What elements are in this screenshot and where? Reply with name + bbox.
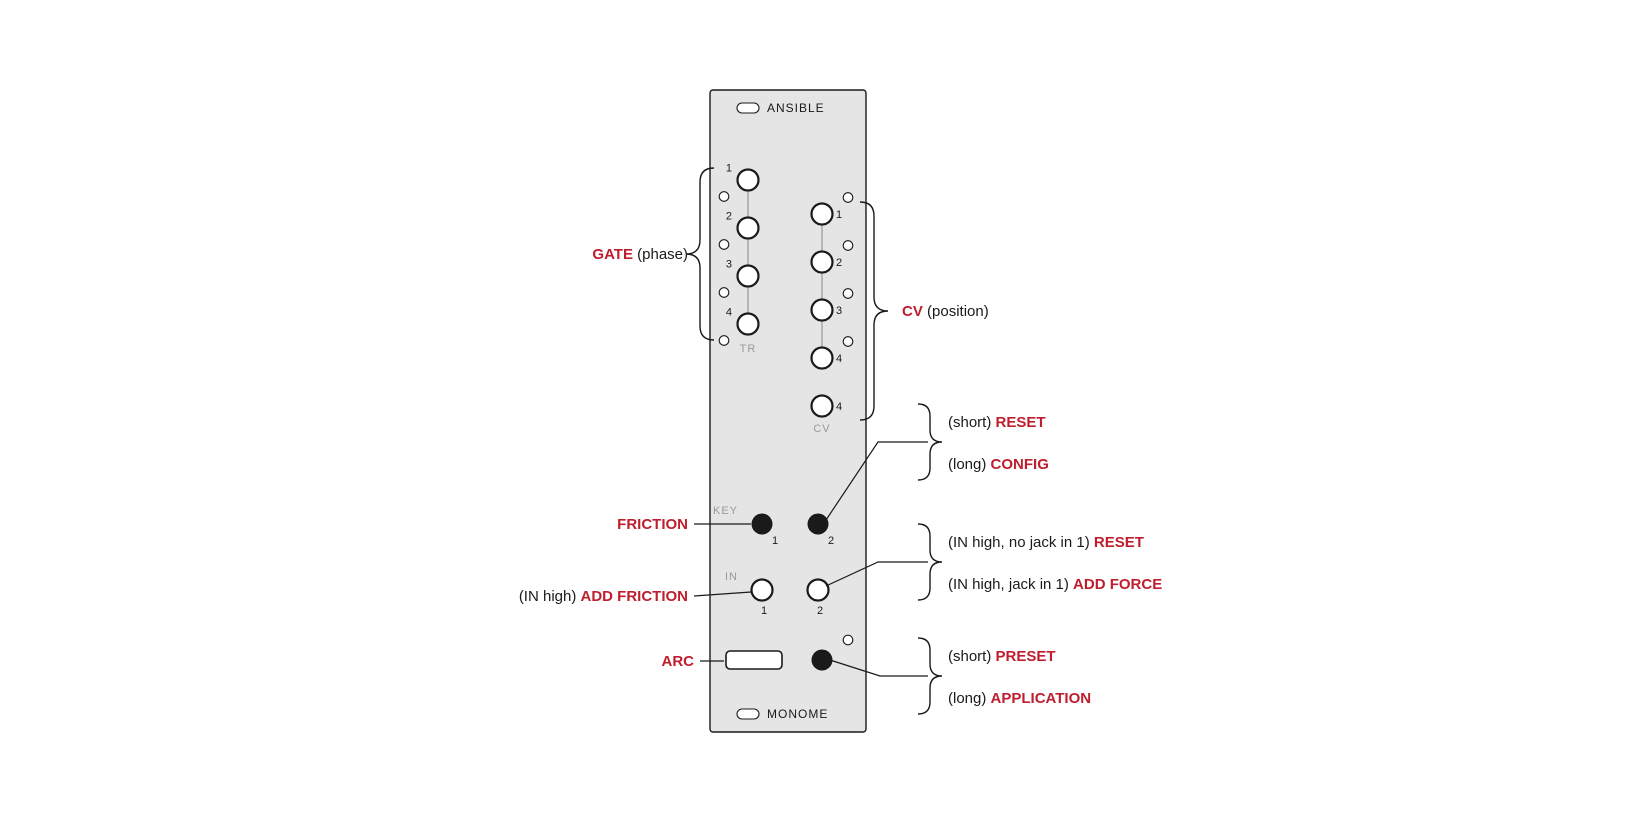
cv-jack-extra[interactable] xyxy=(812,396,833,417)
panel-title-bottom: MONOME xyxy=(767,707,828,721)
key-button-1[interactable] xyxy=(752,514,773,535)
cv-num-extra: 4 xyxy=(836,401,842,413)
tr-jack-3[interactable] xyxy=(738,266,759,287)
annotation-in2_a: (IN high, no jack in 1) RESET xyxy=(948,534,1144,551)
tr-num-4: 4 xyxy=(726,307,732,319)
annotation-in2_b: (IN high, jack in 1) ADD FORCE xyxy=(948,576,1162,593)
annotation-arc: ARC xyxy=(662,653,695,670)
tr-led-2 xyxy=(719,240,729,250)
tr-led-4 xyxy=(719,336,729,346)
cv-led-2 xyxy=(843,241,853,251)
cv-section-label: CV xyxy=(813,423,830,435)
cv-num-2: 2 xyxy=(836,257,842,269)
in-num-1: 1 xyxy=(761,605,767,617)
module-panel xyxy=(710,90,866,732)
screw-bottom-icon xyxy=(737,709,759,719)
key-button-2[interactable] xyxy=(808,514,829,535)
tr-section-label: TR xyxy=(740,343,757,355)
cv-jack-3[interactable] xyxy=(812,300,833,321)
annotation-key2_short: (short) RESET xyxy=(948,414,1046,431)
in-jack-2[interactable] xyxy=(808,580,829,601)
cv-led-3 xyxy=(843,289,853,299)
cv-num-1: 1 xyxy=(836,209,842,221)
in-section-label: IN xyxy=(725,571,738,583)
tr-jack-4[interactable] xyxy=(738,314,759,335)
in-num-2: 2 xyxy=(817,605,823,617)
cv-jack-4[interactable] xyxy=(812,348,833,369)
cv-num-4: 4 xyxy=(836,353,842,365)
annotation-mode_long: (long) APPLICATION xyxy=(948,690,1091,707)
cv-num-3: 3 xyxy=(836,305,842,317)
panel-title-top: ANSIBLE xyxy=(767,101,825,115)
tr-led-1 xyxy=(719,192,729,202)
key-num-1: 1 xyxy=(772,535,778,547)
screw-top-icon xyxy=(737,103,759,113)
usb-port[interactable] xyxy=(726,651,782,669)
tr-led-3 xyxy=(719,288,729,298)
cv-jack-1[interactable] xyxy=(812,204,833,225)
tr-num-2: 2 xyxy=(726,211,732,223)
mode-button[interactable] xyxy=(812,650,833,671)
annotation-cv: CV (position) xyxy=(902,303,989,320)
tr-jack-2[interactable] xyxy=(738,218,759,239)
mode-led xyxy=(843,635,853,645)
annotation-friction_in: (IN high) ADD FRICTION xyxy=(519,588,688,605)
tr-jack-1[interactable] xyxy=(738,170,759,191)
annotation-gate: GATE (phase) xyxy=(592,246,688,263)
annotation-mode_short: (short) PRESET xyxy=(948,648,1056,665)
cv-led-1 xyxy=(843,193,853,203)
cv-led-4 xyxy=(843,337,853,347)
key-num-2: 2 xyxy=(828,535,834,547)
cv-jack-2[interactable] xyxy=(812,252,833,273)
in-jack-1[interactable] xyxy=(752,580,773,601)
tr-num-3: 3 xyxy=(726,259,732,271)
annotation-friction_key: FRICTION xyxy=(617,516,688,533)
key-section-label: KEY xyxy=(713,505,738,517)
annotation-key2_long: (long) CONFIG xyxy=(948,456,1049,473)
tr-num-1: 1 xyxy=(726,163,732,175)
